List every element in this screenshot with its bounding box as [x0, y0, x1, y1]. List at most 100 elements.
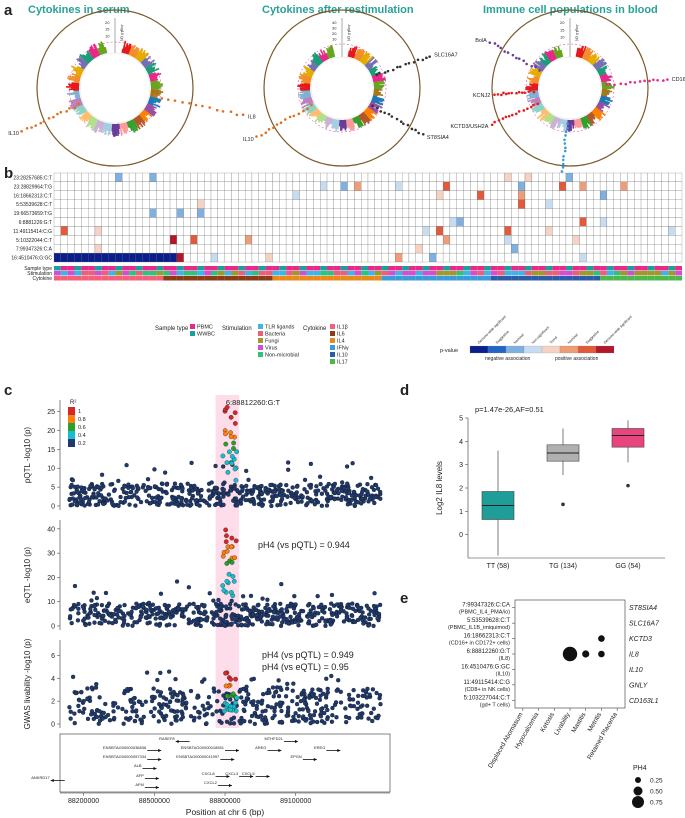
heatmap-cell [579, 199, 587, 209]
spike-point [166, 98, 170, 101]
cytokine-cell [545, 276, 553, 281]
snp-point [319, 602, 324, 607]
heatmap-cell [367, 226, 375, 236]
panel-c-label: c [4, 382, 13, 399]
sample-type-cell [675, 266, 682, 271]
heatmap-cell [538, 172, 546, 183]
heatmap-cell [231, 235, 239, 245]
sample-type-cell [327, 266, 334, 271]
snp-point [175, 501, 180, 507]
threshold-ring [297, 43, 387, 133]
snp-point [212, 689, 217, 694]
snp-point [258, 713, 264, 718]
snp-point [82, 706, 87, 711]
chromosome-bar [595, 105, 604, 113]
stimulation-cell [347, 271, 355, 276]
snp-point [226, 492, 231, 497]
y-tick-label: 0 [459, 532, 463, 539]
legend-swatch [330, 359, 335, 364]
heatmap-cell [258, 235, 266, 245]
heatmap-cell [245, 235, 253, 245]
heatmap-cell [422, 226, 430, 236]
heatmap-cell [559, 199, 567, 209]
heatmap-cell [217, 172, 225, 183]
heatmap-cell [640, 181, 648, 191]
heatmap-cell [156, 199, 164, 209]
spike-point [493, 120, 496, 124]
heatmap-cell [572, 235, 580, 245]
heatmap-cell [183, 235, 191, 245]
snp-point [318, 714, 324, 719]
snp-point [318, 707, 324, 712]
snp-point [286, 621, 291, 626]
snp-point [334, 614, 340, 619]
snp-point [285, 681, 290, 687]
heatmap-cell [565, 217, 573, 227]
heatmap-cell [101, 199, 109, 209]
heatmap-cell [115, 181, 123, 191]
spike-point [608, 82, 612, 86]
snp-point [370, 687, 376, 692]
snp-point-peak [228, 676, 233, 682]
trait-label: (IL8) [499, 656, 510, 662]
threshold-ring [525, 43, 615, 133]
legend-item: WWBC [197, 332, 215, 338]
heatmap-cell [210, 190, 218, 200]
snp-point-peak [233, 700, 238, 706]
heatmap-cell [524, 244, 532, 254]
chromosome-bar [535, 96, 540, 100]
heatmap-cell [593, 244, 601, 254]
snp-point [115, 605, 120, 611]
heatmap-cell [320, 190, 328, 200]
heatmap-cell [265, 181, 273, 191]
snp-point [130, 623, 135, 628]
cytokine-cell [88, 276, 95, 281]
cytokine-cell [265, 276, 273, 281]
sample-type-cell [408, 266, 416, 271]
heatmap-cell [661, 252, 669, 263]
sample-type-cell [224, 266, 232, 271]
snp-point [234, 503, 240, 508]
cytokine-cell [477, 276, 485, 281]
heatmap-cell [504, 217, 512, 227]
heatmap-cell [422, 235, 430, 245]
chromosome-bar [133, 50, 140, 59]
heatmap-cell [272, 226, 280, 236]
snp-point [80, 710, 86, 715]
snp-point [366, 716, 371, 721]
heatmap-cell [415, 208, 423, 218]
heatmap-cell [504, 244, 512, 254]
cytokine-cell [122, 276, 130, 281]
heatmap-cell [88, 235, 96, 245]
snp-point [263, 486, 268, 492]
snp-point [276, 694, 282, 699]
snp-point [344, 616, 349, 622]
spike-point [534, 65, 537, 69]
spike-point [241, 113, 245, 117]
pvalue-swatch [487, 345, 507, 354]
chromosome-bar [93, 43, 101, 56]
cytokine-cell [484, 276, 491, 281]
heatmap-cell [402, 217, 410, 227]
heatmap-cell [108, 235, 116, 245]
stimulation-cell [163, 271, 171, 276]
sample-type-cell [156, 266, 164, 271]
snp-point [263, 708, 268, 713]
x-category-label: TT (58) [487, 563, 510, 570]
heatmap-cell [477, 190, 485, 200]
snp-point [161, 695, 166, 700]
heatmap-cell [347, 208, 355, 218]
heatmap-cell [613, 199, 621, 209]
heatmap-cell [388, 244, 396, 254]
heatmap-cell [340, 181, 348, 191]
heatmap-cell [53, 172, 61, 183]
spike-point [402, 122, 405, 126]
snp-point [70, 502, 75, 507]
legend-title: Sample type [155, 326, 189, 332]
snp-point [369, 710, 374, 716]
chromosome-bar [92, 119, 100, 132]
snp-point [301, 688, 306, 693]
gene-name: MTHFD2L [264, 736, 283, 741]
heatmap-cell [518, 199, 526, 209]
